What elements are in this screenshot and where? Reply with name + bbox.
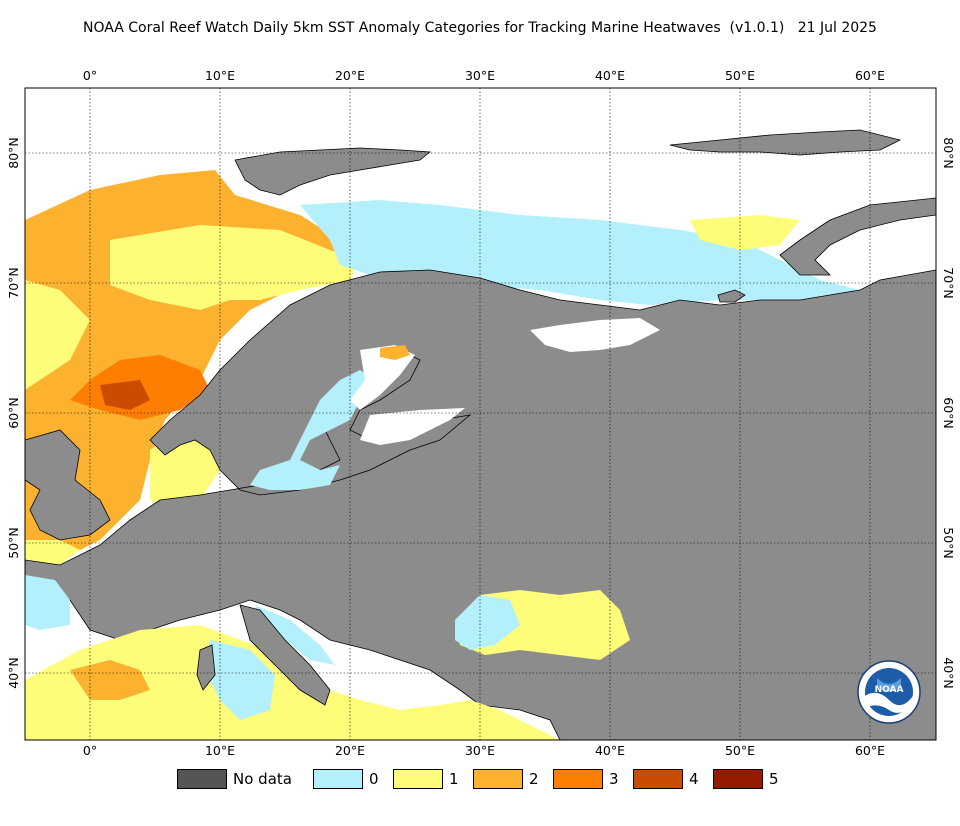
legend-item-0: 0 [313,766,379,792]
lon-tick-top: 20°E [335,68,365,83]
lat-tick-left: 40°N [6,657,21,689]
land-italy [239,604,331,706]
region-cat0-black-sea-west [455,595,520,650]
lat-tick-right: 80°N [941,137,956,169]
lat-tick-right: 40°N [941,657,956,689]
legend-swatch [713,769,763,789]
lon-tick-bottom: 60°E [855,743,885,758]
region-cat0-baltic [250,370,375,490]
legend-item-2: 2 [473,766,539,792]
lat-labels-right: 80°N 70°N 60°N 50°N 40°N [941,137,956,689]
region-white-white-sea [530,318,660,352]
legend-label: 1 [449,770,459,788]
region-cat1-barents-east [690,215,800,250]
legend-swatch [177,769,227,789]
legend-item-1: 1 [393,766,459,792]
land-sardinia [196,644,216,691]
lon-tick-top: 40°E [595,68,625,83]
lat-labels-left: 80°N 70°N 60°N 50°N 40°N [6,137,21,689]
lon-labels-top: 0° 10°E 20°E 30°E 40°E 50°E 60°E [83,68,885,83]
land-scandinavia-eurasia [25,269,936,740]
lon-tick-bottom: 50°E [725,743,755,758]
legend-label: 5 [769,770,779,788]
noaa-logo: NOAA [857,660,921,724]
lat-tick-left: 80°N [6,137,21,169]
land-svalbard [234,147,432,196]
legend-swatch [553,769,603,789]
legend-swatch [313,769,363,789]
map-frame [24,87,937,741]
region-cat0-tyrrhenian [205,640,275,720]
lon-tick-top: 30°E [465,68,495,83]
lon-tick-bottom: 10°E [205,743,235,758]
region-cat2-bothnia [380,345,410,360]
legend-label: 4 [689,770,699,788]
lat-tick-right: 70°N [941,267,956,299]
noaa-logo-text: NOAA [875,685,904,695]
region-cat0-iberia-west [25,575,70,630]
lat-tick-left: 60°N [6,397,21,429]
lon-labels-bottom: 0° 10°E 20°E 30°E 40°E 50°E 60°E [83,743,885,758]
region-ice-arctic [200,88,936,205]
region-cat0-adriatic [255,605,335,665]
lat-tick-left: 50°N [6,527,21,559]
legend-swatch [633,769,683,789]
legend-swatch [393,769,443,789]
legend-item-4: 4 [633,766,699,792]
region-cat1-norwegian-sea [110,225,360,310]
region-white-finland-gulf [360,408,465,445]
lat-tick-right: 60°N [941,397,956,429]
land-novaya-zemlya [779,197,936,276]
land-franz-josef [669,129,902,156]
legend-swatch [473,769,523,789]
lon-tick-top: 0° [83,68,97,83]
region-cat1-west [25,280,90,390]
lat-tick-left: 70°N [6,267,21,299]
map-title: NOAA Coral Reef Watch Daily 5km SST Anom… [83,20,877,36]
legend-label: No data [233,770,292,788]
lon-tick-bottom: 20°E [335,743,365,758]
legend-item-5: 5 [713,766,779,792]
lon-tick-bottom: 0° [83,743,97,758]
lon-tick-bottom: 40°E [595,743,625,758]
lon-tick-top: 60°E [855,68,885,83]
legend-label: 2 [529,770,539,788]
region-white-bothnia [350,345,415,410]
region-cat1-celtic [25,540,80,565]
legend-item-no-data: No data [177,766,292,792]
lon-tick-top: 10°E [205,68,235,83]
lat-tick-right: 50°N [941,527,956,559]
graticule [25,88,936,740]
land-british-isles [25,429,111,541]
legend-label: 3 [609,770,619,788]
region-cat4-hotspot [100,380,150,410]
legend-item-3: 3 [553,766,619,792]
legend: No data 0 1 2 3 4 5 [0,766,960,792]
lon-tick-bottom: 30°E [465,743,495,758]
lon-tick-top: 50°E [725,68,755,83]
legend-label: 0 [369,770,379,788]
